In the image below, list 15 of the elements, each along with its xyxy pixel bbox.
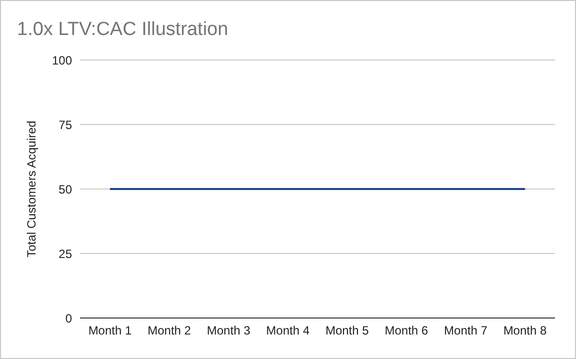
y-tick-label: 50 [58, 182, 72, 196]
x-tick-label: Month 8 [503, 324, 548, 338]
x-tick-label: Month 3 [206, 324, 251, 338]
chart-title: 1.0x LTV:CAC Illustration [17, 19, 228, 41]
x-tick-label: Month 5 [325, 324, 370, 338]
y-tick-label: 0 [65, 311, 72, 326]
y-tick-label: 100 [52, 53, 72, 68]
x-tick-label: Month 4 [266, 324, 310, 338]
y-tick-label: 25 [58, 246, 72, 261]
x-tick-label: Month 6 [384, 324, 428, 338]
y-axis-title: Total Customers Acquired [24, 120, 38, 258]
x-tick-label: Month 2 [148, 324, 192, 338]
x-tick-label: Month 1 [88, 324, 132, 338]
x-tick-label: Month 7 [444, 324, 488, 338]
y-tick-label: 75 [58, 118, 72, 132]
